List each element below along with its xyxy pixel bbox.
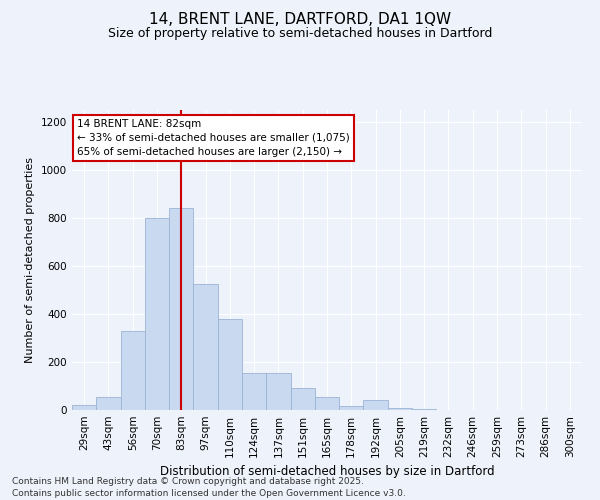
Bar (315, 397, 339, 410)
Text: Contains HM Land Registry data © Crown copyright and database right 2025.
Contai: Contains HM Land Registry data © Crown c… (12, 476, 406, 498)
Bar (388, 408, 412, 410)
X-axis label: Distribution of semi-detached houses by size in Dartford: Distribution of semi-detached houses by … (160, 466, 494, 478)
Y-axis label: Number of semi-detached properties: Number of semi-detached properties (25, 157, 35, 363)
Bar (339, 406, 364, 410)
Bar (364, 400, 388, 410)
Bar (145, 218, 169, 410)
Bar (412, 409, 436, 410)
Bar (72, 405, 96, 410)
Bar (121, 331, 145, 410)
Text: Size of property relative to semi-detached houses in Dartford: Size of property relative to semi-detach… (108, 28, 492, 40)
Bar (290, 388, 315, 410)
Bar (193, 284, 218, 410)
Bar (169, 208, 193, 410)
Bar (96, 397, 121, 410)
Text: 14, BRENT LANE, DARTFORD, DA1 1QW: 14, BRENT LANE, DARTFORD, DA1 1QW (149, 12, 451, 28)
Text: 14 BRENT LANE: 82sqm
← 33% of semi-detached houses are smaller (1,075)
65% of se: 14 BRENT LANE: 82sqm ← 33% of semi-detac… (77, 119, 350, 157)
Bar (218, 319, 242, 410)
Bar (242, 373, 266, 410)
Bar (266, 373, 290, 410)
